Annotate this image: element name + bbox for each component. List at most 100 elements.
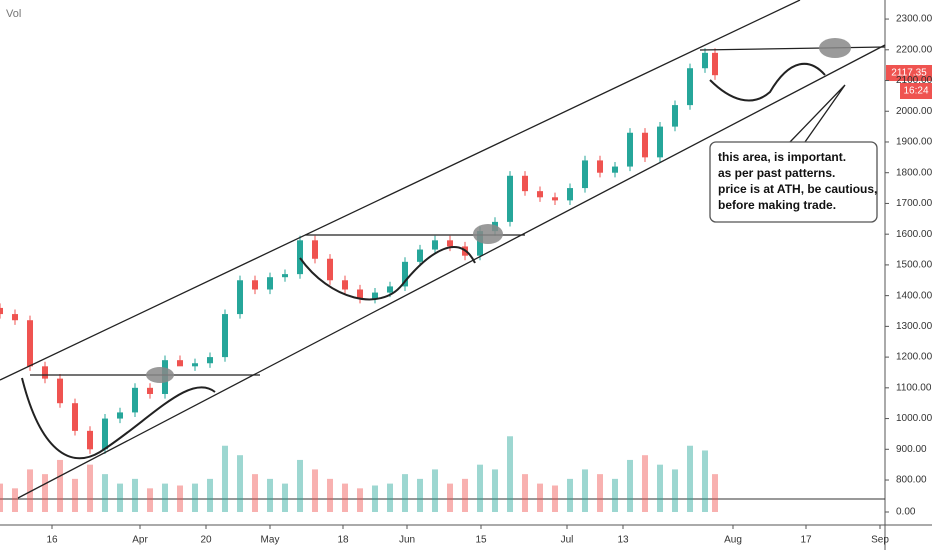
- volume-bar: [612, 478, 618, 512]
- candle-body: [327, 258, 333, 281]
- volume-bar: [222, 445, 228, 512]
- callout-text: this area, is important. as per past patt…: [718, 150, 877, 212]
- volume-bar: [462, 478, 468, 512]
- candle-body: [657, 126, 663, 158]
- volume-bar: [192, 483, 198, 512]
- candle-body: [12, 314, 18, 321]
- volume-bar: [267, 478, 273, 512]
- callout-line: this area, is important.: [718, 150, 846, 164]
- volume-bar: [492, 469, 498, 512]
- callout-pointer: [789, 84, 846, 143]
- volume-bar: [177, 485, 183, 512]
- candle-body: [522, 175, 528, 192]
- y-tick-label: 2300.00: [896, 14, 932, 25]
- volume-bar: [627, 459, 633, 512]
- volume-bar: [432, 469, 438, 512]
- volume-bar: [87, 464, 93, 512]
- volume-bar: [537, 483, 543, 512]
- volume-bar: [162, 483, 168, 512]
- volume-bar: [387, 483, 393, 512]
- y-tick-label: 900.00: [896, 444, 927, 455]
- y2-tick-label: 0.00: [896, 507, 916, 518]
- volume-bar: [477, 464, 483, 512]
- callout-line: as per past patterns.: [718, 166, 835, 180]
- candle-body: [252, 280, 258, 290]
- candle-body: [702, 52, 708, 69]
- candle-body: [297, 240, 303, 275]
- volume-bar: [102, 474, 108, 512]
- volume-bar: [597, 474, 603, 512]
- upper-channel: [0, 0, 801, 381]
- candle-body: [387, 286, 393, 293]
- pattern-curve: [299, 246, 476, 301]
- y-tick-label: 1100.00: [896, 382, 932, 393]
- candle-body: [57, 378, 63, 404]
- y-tick-label: 2000.00: [896, 106, 932, 117]
- candle-body: [87, 430, 93, 450]
- candle-body: [132, 387, 138, 413]
- candle-body: [27, 320, 33, 367]
- volume-bar: [57, 459, 63, 512]
- candle-body: [147, 387, 153, 394]
- volume-bar: [42, 474, 48, 512]
- volume-bar: [297, 459, 303, 512]
- candle-body: [402, 261, 408, 287]
- x-tick-label: Aug: [724, 535, 742, 546]
- volume-bar: [207, 478, 213, 512]
- candle-body: [372, 292, 378, 299]
- volume-bar: [357, 488, 363, 512]
- candle-layer: [0, 48, 718, 454]
- candle-body: [72, 403, 78, 431]
- candle-body: [42, 366, 48, 379]
- volume-bar: [712, 474, 718, 512]
- y-tick-label: 1200.00: [896, 352, 932, 363]
- candle-body: [712, 52, 718, 76]
- candle-body: [102, 418, 108, 450]
- candle-body: [222, 314, 228, 358]
- volume-bar: [552, 485, 558, 512]
- highlight-ellipse: [146, 367, 174, 383]
- candle-body: [687, 68, 693, 106]
- candle-body: [552, 197, 558, 201]
- candle-body: [342, 280, 348, 290]
- candle-body: [567, 188, 573, 201]
- y-tick-label: 2100.00: [896, 75, 932, 86]
- candle-body: [177, 360, 183, 367]
- x-tick-label: 16: [46, 535, 58, 546]
- callout-box: [709, 141, 878, 223]
- candle-body: [417, 249, 423, 262]
- x-tick-label: Apr: [132, 535, 148, 546]
- candle-body: [357, 289, 363, 299]
- y-tick-label: 2200.00: [896, 44, 932, 55]
- volume-bar: [0, 483, 3, 512]
- volume-bar: [72, 478, 78, 512]
- candle-body: [627, 132, 633, 167]
- volume-bar: [312, 469, 318, 512]
- volume-layer: [0, 436, 718, 512]
- volume-bar: [27, 469, 33, 512]
- volume-bar: [252, 474, 258, 512]
- candle-body: [237, 280, 243, 315]
- candle-body: [537, 191, 543, 198]
- x-tick-label: Jun: [399, 535, 415, 546]
- volume-bar: [702, 450, 708, 512]
- volume-bar: [12, 488, 18, 512]
- y-tick-label: 1000.00: [896, 413, 932, 424]
- candle-body: [672, 105, 678, 127]
- candle-body: [597, 160, 603, 173]
- y-tick-label: 1300.00: [896, 321, 932, 332]
- callout-line: price is at ATH, be cautious,: [718, 182, 877, 196]
- volume-bar: [132, 478, 138, 512]
- candle-body: [507, 175, 513, 222]
- callout-line: before making trade.: [718, 198, 836, 212]
- volume-bar: [402, 474, 408, 512]
- volume-bar: [642, 455, 648, 512]
- candle-body: [192, 363, 198, 367]
- x-tick-label: 15: [475, 535, 487, 546]
- volume-bar: [582, 469, 588, 512]
- x-tick-label: May: [261, 535, 280, 546]
- highlight-ellipse: [473, 224, 503, 244]
- volume-bar: [507, 436, 513, 512]
- volume-bar: [282, 483, 288, 512]
